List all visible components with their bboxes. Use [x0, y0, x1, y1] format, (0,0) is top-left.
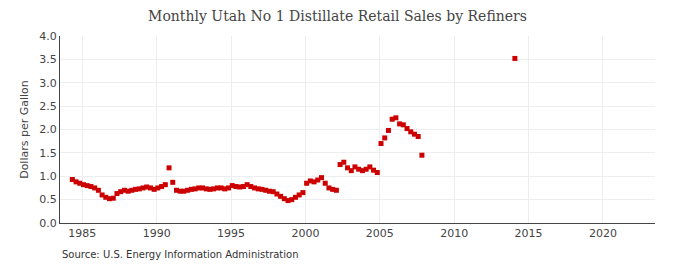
svg-text:0.0: 0.0 [39, 217, 57, 230]
svg-text:3.5: 3.5 [39, 53, 57, 66]
svg-text:2005: 2005 [366, 227, 394, 240]
svg-text:2.0: 2.0 [39, 123, 57, 136]
svg-text:Monthly Utah No 1 Distillate R: Monthly Utah No 1 Distillate Retail Sale… [148, 8, 527, 24]
svg-text:2000: 2000 [291, 227, 319, 240]
svg-text:1.5: 1.5 [39, 147, 57, 160]
svg-text:1985: 1985 [68, 227, 96, 240]
svg-text:1.0: 1.0 [39, 170, 57, 183]
svg-text:Dollars per Gallon: Dollars per Gallon [18, 80, 31, 179]
svg-text:2.5: 2.5 [39, 100, 57, 113]
svg-text:3.0: 3.0 [39, 77, 57, 90]
svg-text:1995: 1995 [217, 227, 245, 240]
svg-text:Source: U.S. Energy Informatio: Source: U.S. Energy Information Administ… [62, 249, 299, 260]
svg-text:2015: 2015 [515, 227, 543, 240]
svg-text:1990: 1990 [143, 227, 171, 240]
svg-text:4.0: 4.0 [39, 30, 57, 43]
svg-text:2010: 2010 [440, 227, 468, 240]
svg-text:2020: 2020 [589, 227, 617, 240]
svg-text:0.5: 0.5 [39, 193, 57, 206]
